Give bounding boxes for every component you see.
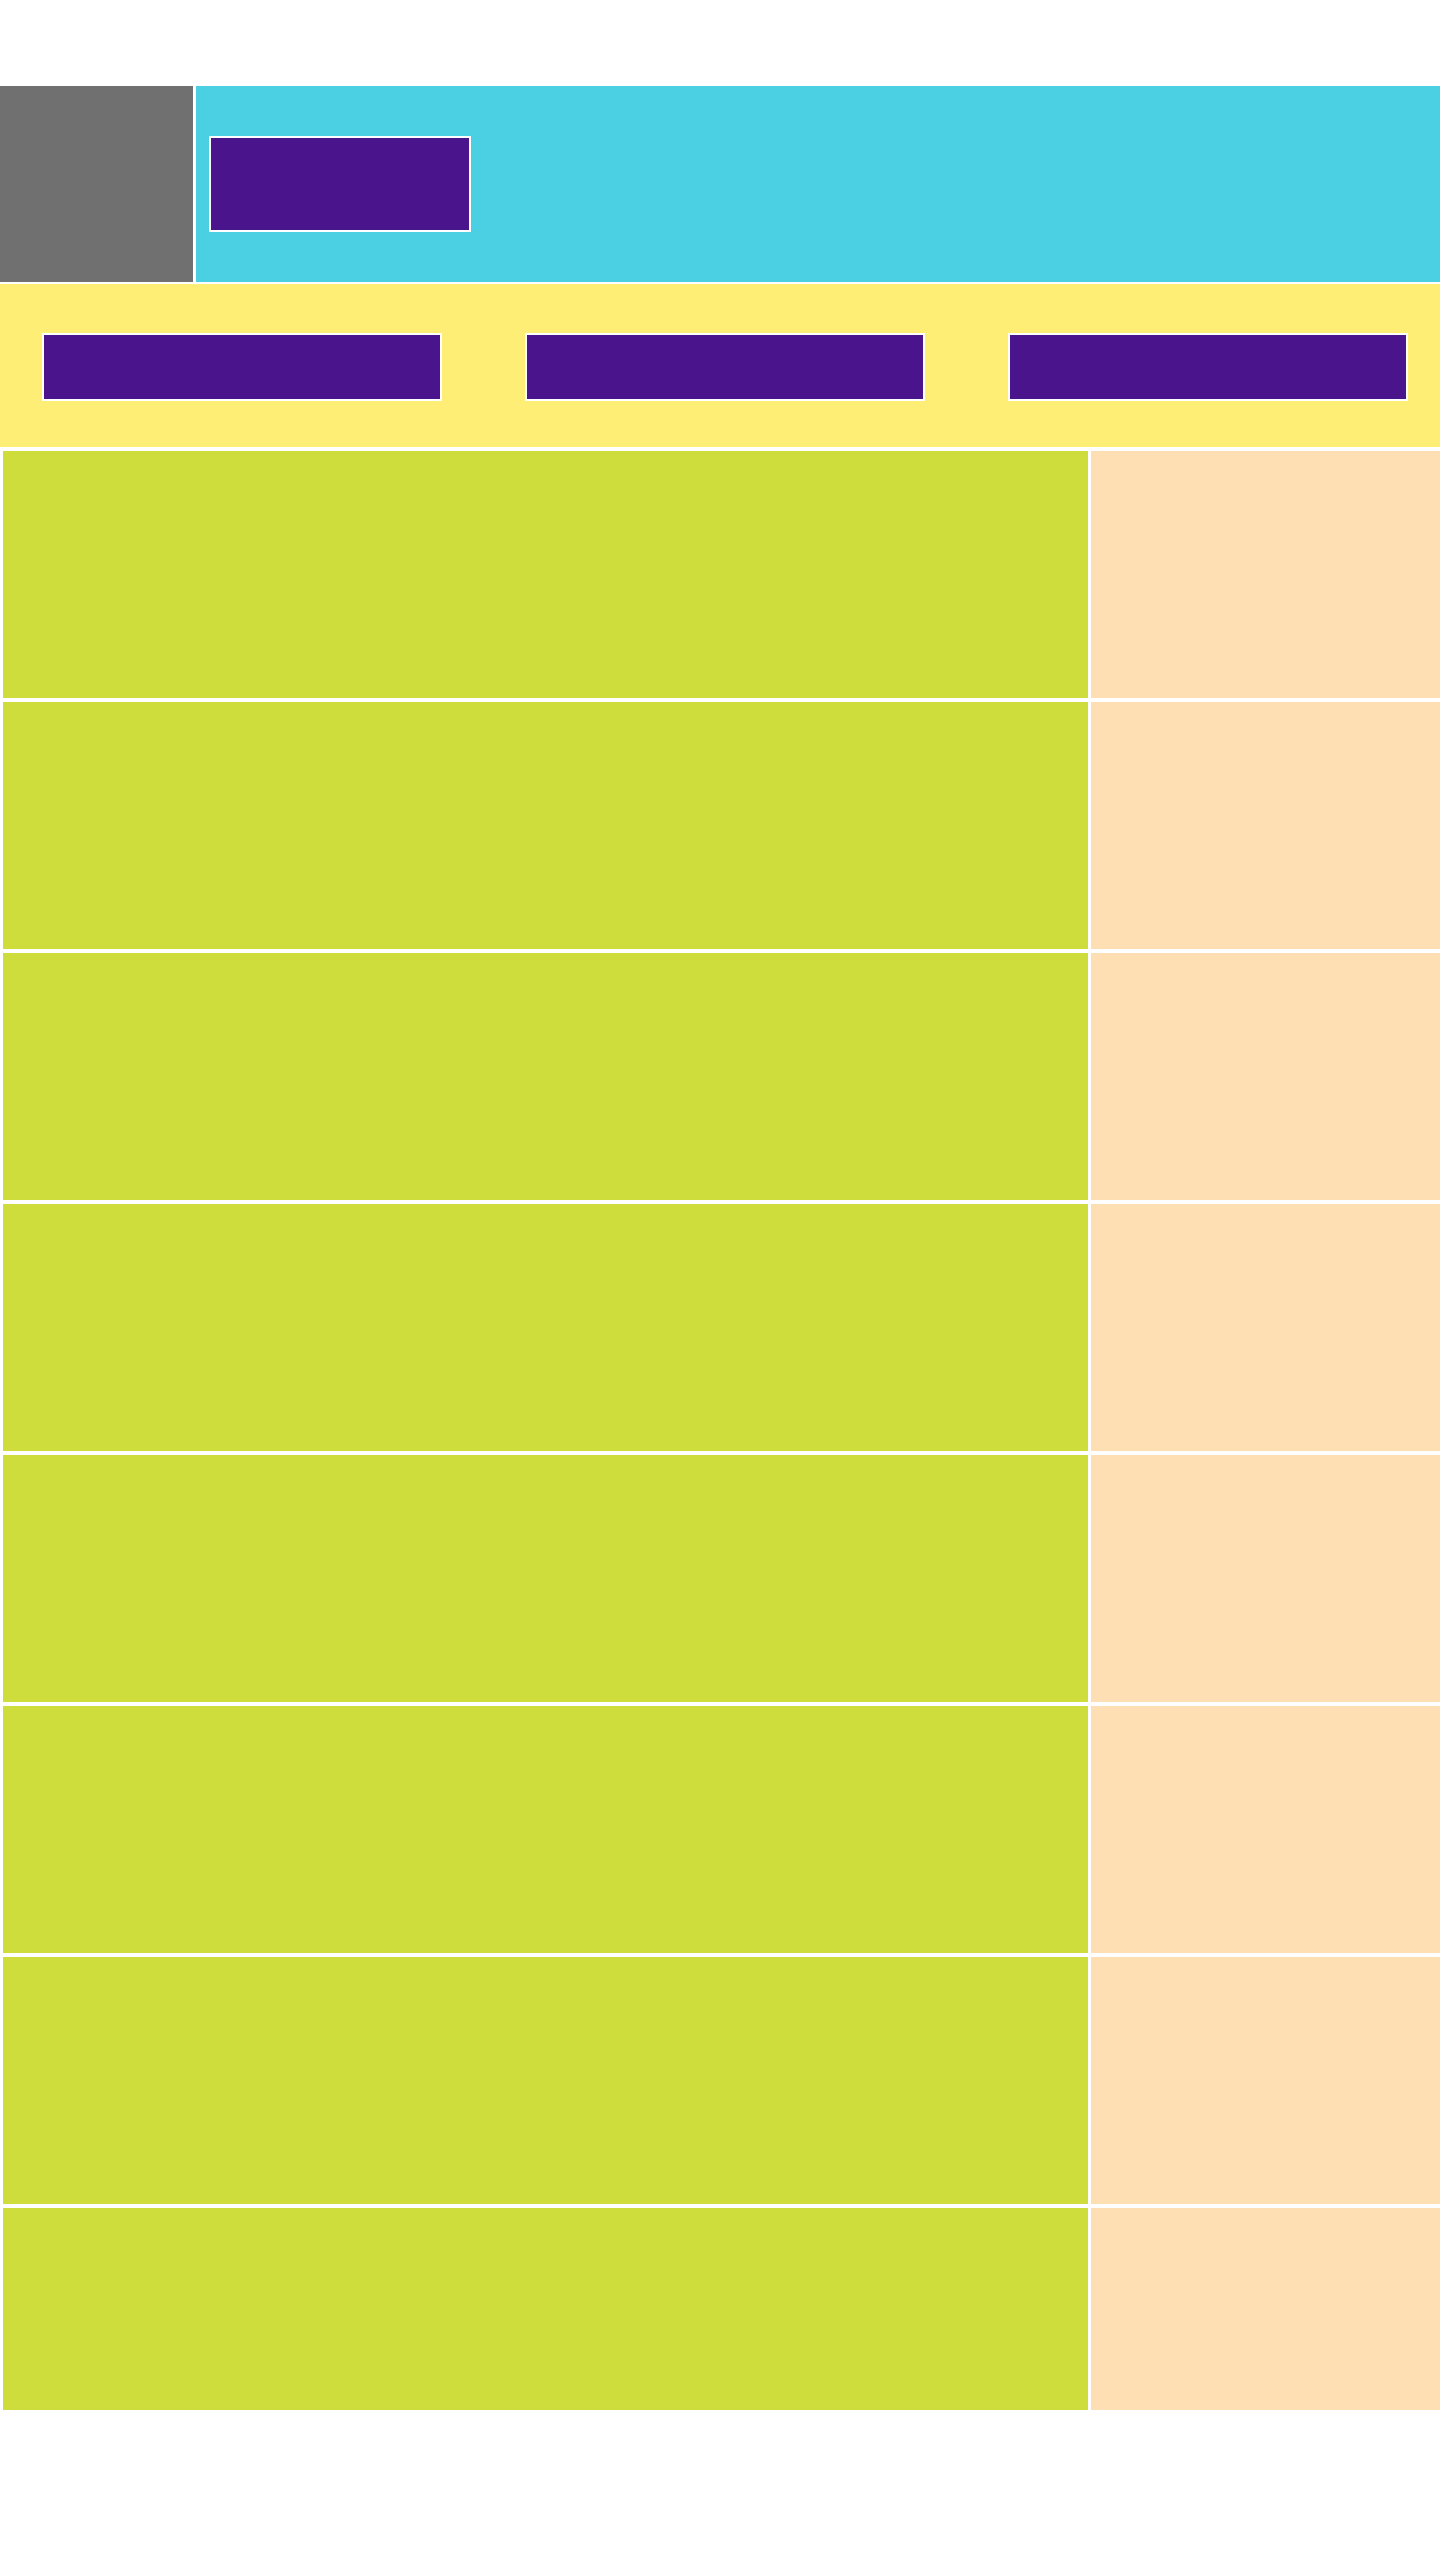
row-side-panel: [1088, 1706, 1440, 1953]
list-row[interactable]: [0, 451, 1440, 698]
row-side-panel: [1088, 1957, 1440, 2204]
row-main-panel: [3, 1706, 1088, 1953]
logo: [0, 86, 196, 282]
row-main-panel: [3, 953, 1088, 1200]
nav-button-2[interactable]: [525, 333, 925, 401]
header-button[interactable]: [209, 136, 471, 232]
row-main-panel: [3, 2208, 1088, 2410]
row-main-panel: [3, 1957, 1088, 2204]
row-side-panel: [1088, 2208, 1440, 2410]
row-main-panel: [3, 1455, 1088, 1702]
header: [0, 86, 1440, 282]
list-row[interactable]: [0, 1706, 1440, 1953]
row-main-panel: [3, 702, 1088, 949]
row-main-panel: [3, 1204, 1088, 1451]
nav-bar: [0, 282, 1440, 449]
row-side-panel: [1088, 1455, 1440, 1702]
list-row[interactable]: [0, 953, 1440, 1200]
list-row[interactable]: [0, 2208, 1440, 2410]
list-row[interactable]: [0, 1204, 1440, 1451]
row-side-panel: [1088, 953, 1440, 1200]
content-list: [0, 451, 1440, 2410]
row-main-panel: [3, 451, 1088, 698]
nav-button-1[interactable]: [42, 333, 442, 401]
list-row[interactable]: [0, 702, 1440, 949]
row-side-panel: [1088, 451, 1440, 698]
header-bar: [196, 86, 1440, 282]
row-side-panel: [1088, 702, 1440, 949]
row-side-panel: [1088, 1204, 1440, 1451]
list-row[interactable]: [0, 1455, 1440, 1702]
nav-button-3[interactable]: [1008, 333, 1408, 401]
list-row[interactable]: [0, 1957, 1440, 2204]
